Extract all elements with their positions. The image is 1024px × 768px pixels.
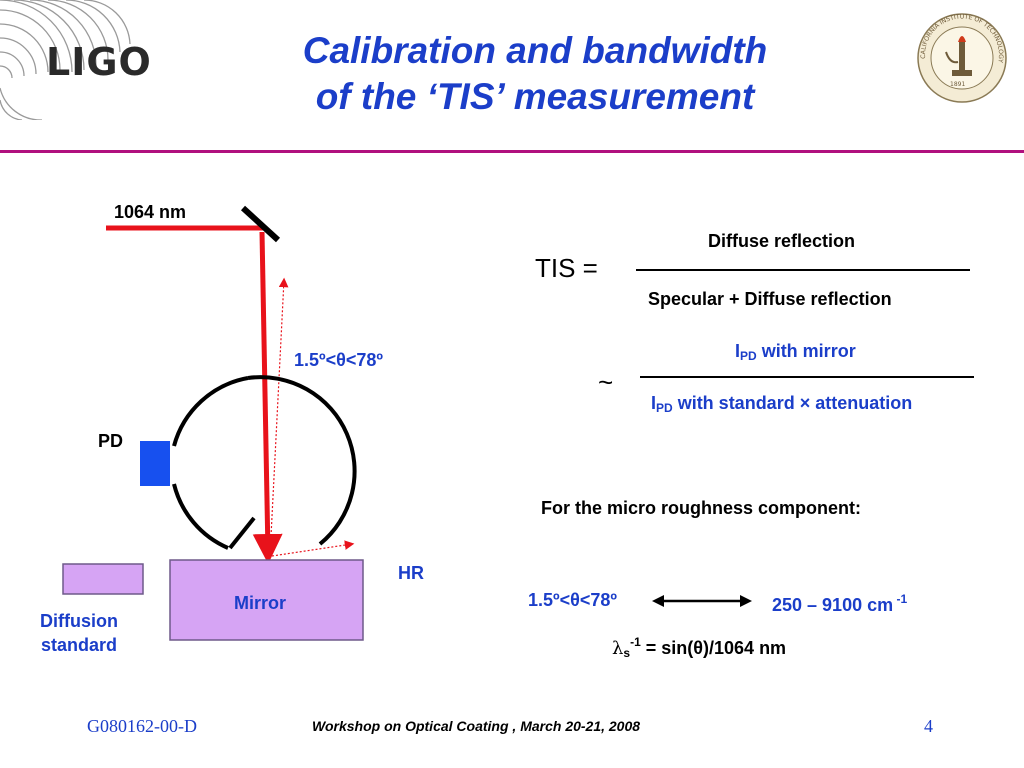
ipd-sub-num: PD [740,349,757,363]
diffusion-standard [62,563,144,595]
page-title: Calibration and bandwidth of the ‘TIS’ m… [200,28,870,120]
footer-workshop: Workshop on Optical Coating , March 20-2… [312,718,641,734]
diffusion-label-line1: Diffusion [40,611,118,631]
pd-label: PD [98,431,124,451]
ipd-base-num: I [735,341,741,361]
ligo-logo-swirl-icon [0,0,131,120]
tis-fraction-line [636,269,970,271]
page-title-line2: of the ‘TIS’ measurement [315,76,755,117]
baffle [228,516,256,550]
photodetector [140,441,170,486]
sphere-lower-arc [172,483,229,550]
tis-numerator: Diffuse reflection [708,231,856,251]
diffusion-standard-label: Diffusion standard [40,609,118,657]
approx-denominator-text: with standard × attenuation [672,393,913,413]
page-title-line1: Calibration and bandwidth [302,30,768,71]
lambda-symbol: λ [612,638,624,659]
mirror-sample [169,559,364,641]
tis-diagram [62,205,364,641]
lambda-sup: -1 [630,635,641,649]
fold-mirror [240,205,281,243]
tis-label: TIS = [535,253,598,283]
sphere-left-arc [172,376,249,447]
mirror-label: Mirror [234,593,287,613]
diffusion-label-line2: standard [40,635,118,655]
ipd-base-den: I [651,393,657,413]
range-wavenumber-text: 250 – 9100 cm [772,595,894,615]
seal-year: 1891 [950,81,965,88]
vertical-beam [252,231,283,564]
tis-denominator: Specular + Diffuse reflection [648,289,892,309]
ipd-sub-den: PD [656,401,673,415]
scatter-ray-up [269,277,289,557]
approx-numerator: IPD with mirror [735,341,856,363]
range-wavenumber-exp: -1 [893,592,908,606]
approx-denominator: IPD with standard × attenuation [651,393,912,415]
header-divider [0,150,1024,153]
range-wavenumber: 250 – 9100 cm -1 [772,592,907,616]
hr-label: HR [398,563,424,583]
range-angle: 1.5º<θ<78º [528,590,617,610]
laser-wavelength-label: 1064 nm [114,202,187,222]
lambda-sub: s [623,646,631,660]
lambda-rest: = sin(θ)/1064 nm [640,638,787,658]
sphere-upper-arc [247,375,357,546]
ligo-logo-text: LIGO [46,40,152,84]
double-arrow-icon [652,595,752,607]
micro-roughness-heading: For the micro roughness component: [541,498,862,518]
approx-fraction-line [640,376,974,378]
caltech-seal-icon: 1891 CALIFORNIA INSTITUTE OF TECHNOLOGY [917,13,1007,103]
footer-doc-id: G080162-00-D [87,716,197,736]
footer-page-number: 4 [924,716,933,736]
approx-numerator-text: with mirror [756,341,856,361]
angle-range-label: 1.5º<θ<78º [294,350,383,370]
lambda-equation: λs-1 = sin(θ)/1064 nm [612,635,786,660]
approx-symbol: ~ [598,367,614,397]
scatter-ray-side [271,540,355,557]
